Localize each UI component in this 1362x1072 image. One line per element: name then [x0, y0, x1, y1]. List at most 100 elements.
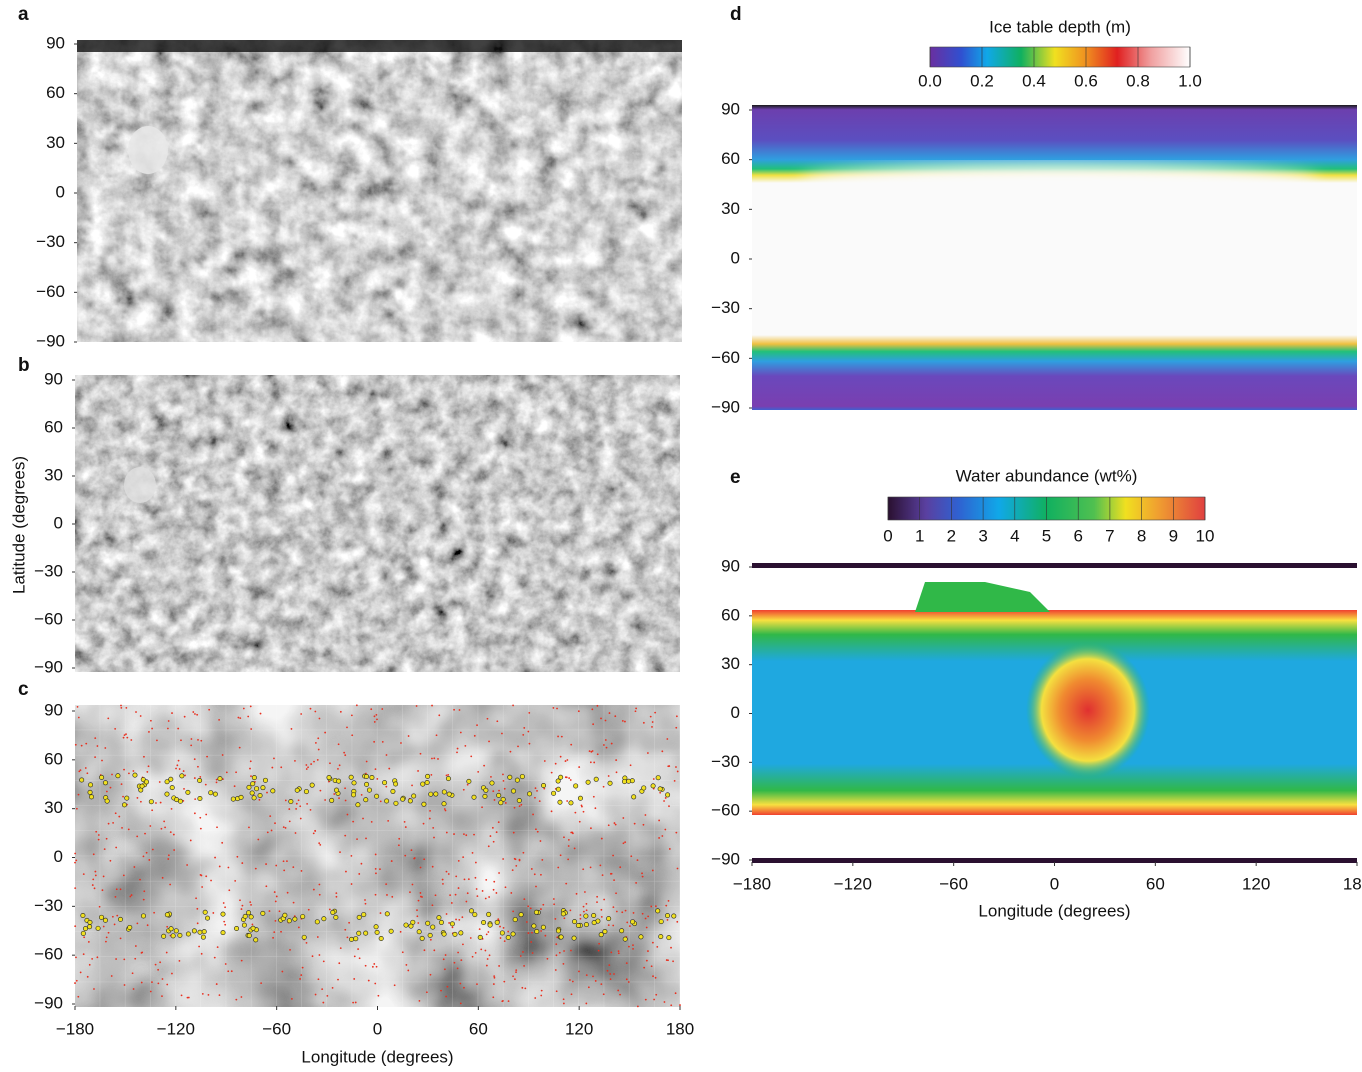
texture-dot [652, 942, 654, 944]
texture-dot [647, 915, 649, 917]
texture-dot [377, 995, 379, 997]
texture-dot [432, 827, 434, 829]
texture-dot [437, 915, 441, 919]
texture-dot [103, 876, 105, 878]
texture-dot [166, 984, 168, 986]
texture-dot [373, 963, 375, 965]
texture-dot [519, 912, 523, 916]
texture-dot [374, 925, 378, 929]
texture-dot [642, 786, 646, 790]
texture-dot [542, 904, 544, 906]
texture-dot [165, 792, 169, 796]
texture-dot [289, 949, 291, 951]
texture-dot [198, 796, 202, 800]
texture-dot [434, 792, 438, 796]
texture-dot [221, 930, 225, 934]
texture-dot [668, 765, 670, 767]
texture-dot [641, 872, 643, 874]
texture-dot [89, 964, 91, 966]
texture-dot [668, 900, 670, 902]
texture-dot [81, 913, 85, 917]
texture-dot [569, 979, 571, 981]
texture-dot [593, 796, 595, 798]
texture-dot [356, 803, 360, 807]
texture-dot [329, 798, 333, 802]
texture-dot [368, 980, 370, 982]
texture-dot [83, 953, 85, 955]
texture-dot [111, 774, 113, 776]
texture-dot [534, 997, 536, 999]
texture-dot [367, 788, 371, 792]
texture-dot [443, 958, 445, 960]
y-tick-label: −30 [711, 752, 740, 771]
texture-dot [349, 775, 353, 779]
texture-dot [194, 758, 196, 760]
texture-dot [74, 925, 76, 927]
colorbar-tick-label: 9 [1169, 526, 1178, 545]
texture-dot [404, 855, 406, 857]
texture-dot [633, 912, 635, 914]
texture-dot [517, 745, 519, 747]
texture-dot [551, 772, 553, 774]
texture-dot [475, 952, 477, 954]
texture-dot [612, 906, 614, 908]
texture-dot [171, 973, 173, 975]
texture-dot [628, 981, 630, 983]
texture-dot [665, 797, 667, 799]
texture-dot [171, 808, 173, 810]
texture-dot [619, 994, 621, 996]
texture-dot [143, 855, 145, 857]
texture-dot [110, 787, 112, 789]
texture-dot [571, 993, 573, 995]
texture-dot [656, 909, 660, 913]
texture-dot [602, 874, 604, 876]
texture-dot [283, 869, 285, 871]
texture-dot [487, 718, 489, 720]
map-texture [77, 40, 682, 342]
texture-dot [430, 774, 432, 776]
texture-dot [234, 926, 238, 930]
texture-dot [455, 919, 457, 921]
texture-dot [584, 914, 588, 918]
texture-dot [676, 715, 678, 717]
texture-dot [115, 896, 117, 898]
texture-dot [621, 911, 623, 913]
texture-dot [661, 750, 663, 752]
texture-dot [81, 931, 85, 935]
texture-dot [375, 854, 377, 856]
texture-dot [442, 790, 446, 794]
texture-dot [161, 934, 165, 938]
texture-dot [306, 942, 308, 944]
texture-dot [168, 720, 170, 722]
texture-dot [494, 799, 496, 801]
texture-dot [205, 875, 207, 877]
texture-dot [629, 925, 631, 927]
texture-dot [603, 786, 605, 788]
texture-dot [197, 739, 199, 741]
map-band [752, 335, 1357, 410]
texture-dot [432, 866, 434, 868]
texture-dot [80, 972, 82, 974]
texture-dot [527, 731, 529, 733]
texture-dot [148, 731, 150, 733]
texture-dot [497, 918, 499, 920]
texture-dot [186, 932, 190, 936]
texture-dot [122, 803, 126, 807]
texture-dot [612, 925, 614, 927]
texture-dot [482, 890, 484, 892]
texture-dot [487, 958, 489, 960]
texture-dot [88, 790, 92, 794]
texture-dot [461, 916, 463, 918]
y-tick-label: 30 [44, 465, 63, 484]
texture-dot [200, 740, 202, 742]
texture-dot [480, 948, 482, 950]
texture-dot [632, 944, 634, 946]
texture-dot [393, 782, 397, 786]
texture-dot [275, 865, 277, 867]
texture-dot [358, 873, 360, 875]
texture-dot [645, 918, 647, 920]
texture-dot [141, 982, 143, 984]
texture-dot [85, 767, 87, 769]
texture-dot [252, 775, 256, 779]
x-tick-label: 180 [1343, 874, 1362, 893]
